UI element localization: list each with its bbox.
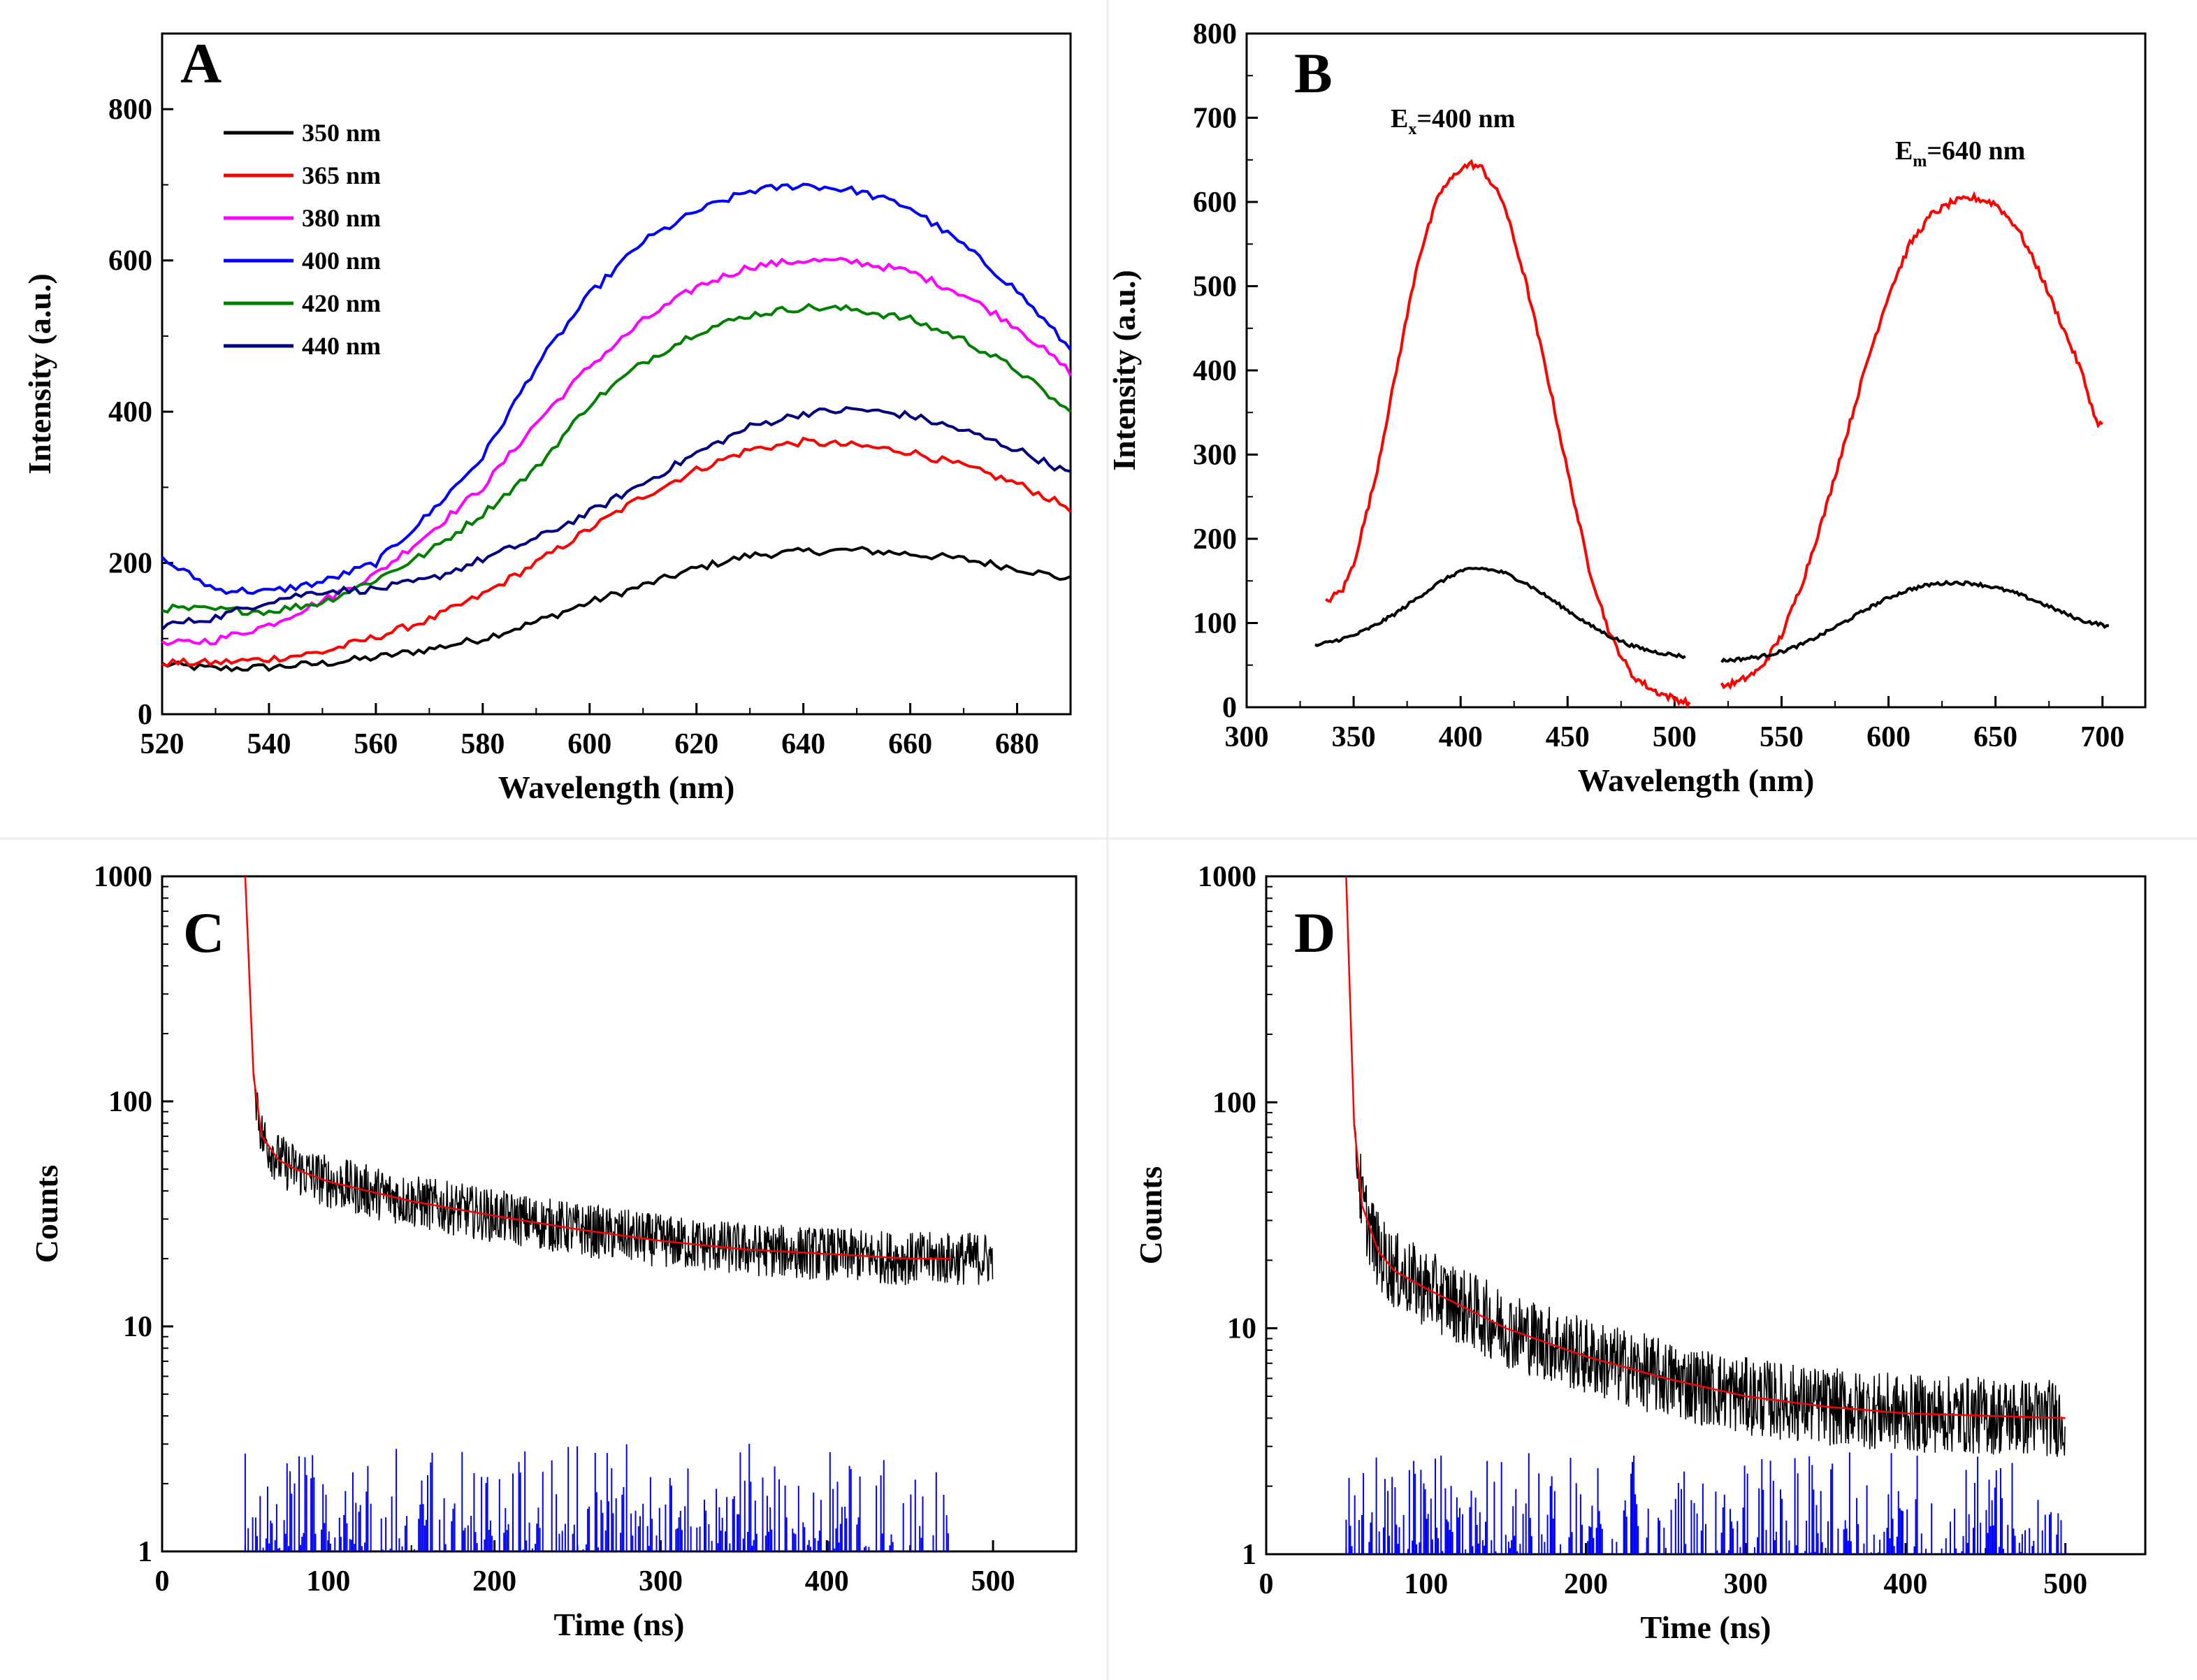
y-tick-label: 0 bbox=[1222, 692, 1237, 724]
x-tick-label: 200 bbox=[1564, 1568, 1608, 1600]
residuals bbox=[1345, 1452, 2066, 1554]
y-tick-label: 200 bbox=[1193, 523, 1237, 556]
y-tick-label: 1 bbox=[138, 1536, 152, 1568]
legend-label: 400 nm bbox=[302, 247, 381, 275]
fit-line bbox=[244, 876, 952, 1260]
series-line bbox=[1720, 191, 2104, 690]
series-line bbox=[1325, 159, 1691, 709]
x-tick-label: 660 bbox=[888, 728, 932, 760]
annotation-label: Em=640 nm bbox=[1895, 136, 2025, 171]
series-line-400-nm bbox=[161, 182, 1072, 595]
series-line-440-nm bbox=[161, 405, 1071, 631]
x-tick-label: 350 bbox=[1332, 721, 1376, 753]
x-tick-label: 450 bbox=[1546, 721, 1590, 753]
x-tick-label: 0 bbox=[155, 1565, 170, 1598]
panel-c: 0 100 200 300 400 500 1 10 100 1000 Time (ns) Count… bbox=[29, 861, 1078, 1642]
x-tick-label: 600 bbox=[567, 728, 611, 760]
panel-b: 300 350 400 450 500 550 600 650 700 0 100 200 300 400… bbox=[1106, 18, 2147, 798]
x-tick-label: 680 bbox=[995, 728, 1039, 760]
panel-letter: D bbox=[1294, 901, 1335, 964]
panel-letter: A bbox=[180, 31, 222, 95]
x-tick-label: 300 bbox=[639, 1565, 683, 1598]
y-axis-label: Intensity (a.u.) bbox=[22, 273, 57, 475]
legend-label: 420 nm bbox=[302, 289, 381, 317]
y-tick-label: 1 bbox=[1242, 1539, 1256, 1571]
x-axis-label: Time (ns) bbox=[1641, 1609, 1771, 1645]
x-tick-label: 620 bbox=[674, 728, 718, 760]
residuals bbox=[244, 1444, 952, 1551]
y-tick-label: 300 bbox=[1193, 440, 1237, 472]
legend-label: 350 nm bbox=[302, 119, 381, 147]
y-tick-label: 600 bbox=[1193, 187, 1237, 219]
x-tick-label: 400 bbox=[1439, 721, 1483, 753]
series-line-365-nm bbox=[161, 436, 1072, 668]
x-tick-label: 300 bbox=[1225, 721, 1269, 753]
x-tick-label: 580 bbox=[461, 728, 505, 760]
y-tick-label: 800 bbox=[1193, 18, 1237, 50]
plot-frame bbox=[161, 875, 1078, 1553]
decay-data-line bbox=[1345, 876, 2066, 1457]
y-tick-label: 100 bbox=[1193, 608, 1237, 640]
decay-data-line bbox=[245, 876, 994, 1285]
panel-d: 0 100 200 300 400 500 1 10 100 1000 Time (ns) Count… bbox=[1133, 861, 2147, 1645]
x-tick-label: 400 bbox=[805, 1565, 849, 1598]
y-tick-label: 400 bbox=[108, 396, 152, 428]
x-tick-label: 540 bbox=[247, 728, 291, 760]
y-axis-label: Counts bbox=[1133, 1166, 1168, 1265]
x-tick-label: 520 bbox=[140, 728, 184, 760]
y-tick-label: 600 bbox=[108, 245, 152, 277]
fit-line bbox=[1345, 876, 2066, 1419]
panel-letter: C bbox=[183, 901, 224, 964]
series-line-420-nm bbox=[161, 303, 1072, 617]
x-tick-label: 550 bbox=[1760, 721, 1804, 753]
y-tick-label: 1000 bbox=[94, 861, 152, 893]
x-tick-label: 500 bbox=[1653, 721, 1697, 753]
y-tick-label: 100 bbox=[1212, 1087, 1256, 1119]
x-tick-label: 700 bbox=[2080, 721, 2124, 753]
series-line bbox=[1720, 579, 2110, 663]
y-tick-label: 500 bbox=[1193, 271, 1237, 303]
y-tick-label: 10 bbox=[1227, 1313, 1256, 1345]
x-axis-label: Wavelength (nm) bbox=[498, 769, 735, 805]
legend-label: 380 nm bbox=[302, 204, 381, 232]
x-tick-label: 0 bbox=[1259, 1568, 1274, 1600]
y-tick-label: 10 bbox=[123, 1311, 152, 1343]
legend-label: 365 nm bbox=[302, 161, 381, 189]
x-axis-label: Time (ns) bbox=[554, 1607, 685, 1642]
x-tick-label: 400 bbox=[1883, 1568, 1927, 1600]
x-tick-label: 560 bbox=[354, 728, 398, 760]
x-tick-label: 100 bbox=[306, 1565, 350, 1598]
x-tick-label: 300 bbox=[1724, 1568, 1768, 1600]
x-tick-label: 500 bbox=[971, 1565, 1015, 1598]
series-line bbox=[1314, 566, 1686, 660]
panel-letter: B bbox=[1294, 41, 1333, 105]
y-tick-label: 1000 bbox=[1198, 861, 1256, 893]
x-tick-label: 640 bbox=[781, 728, 825, 760]
y-tick-label: 800 bbox=[108, 94, 152, 126]
y-axis-label: Counts bbox=[29, 1165, 64, 1263]
x-tick-label: 500 bbox=[2043, 1568, 2087, 1600]
x-axis-label: Wavelength (nm) bbox=[1578, 762, 1815, 798]
x-tick-label: 200 bbox=[472, 1565, 516, 1598]
x-tick-label: 100 bbox=[1404, 1568, 1448, 1600]
annotation-label: Ex=400 nm bbox=[1391, 104, 1515, 138]
legend-label: 440 nm bbox=[302, 332, 381, 360]
y-tick-label: 200 bbox=[108, 548, 152, 580]
y-tick-label: 100 bbox=[108, 1086, 152, 1118]
y-axis-label: Intensity (a.u.) bbox=[1106, 270, 1142, 471]
x-tick-label: 650 bbox=[1973, 721, 2017, 753]
y-tick-label: 700 bbox=[1193, 103, 1237, 135]
series-line-350-nm bbox=[161, 546, 1071, 673]
y-tick-label: 400 bbox=[1193, 355, 1237, 387]
x-tick-label: 600 bbox=[1866, 721, 1910, 753]
panel-a: 520 540 560 580 600 620 640 660 680 0 200 400 600 800… bbox=[22, 31, 1072, 805]
y-tick-label: 0 bbox=[138, 699, 152, 731]
